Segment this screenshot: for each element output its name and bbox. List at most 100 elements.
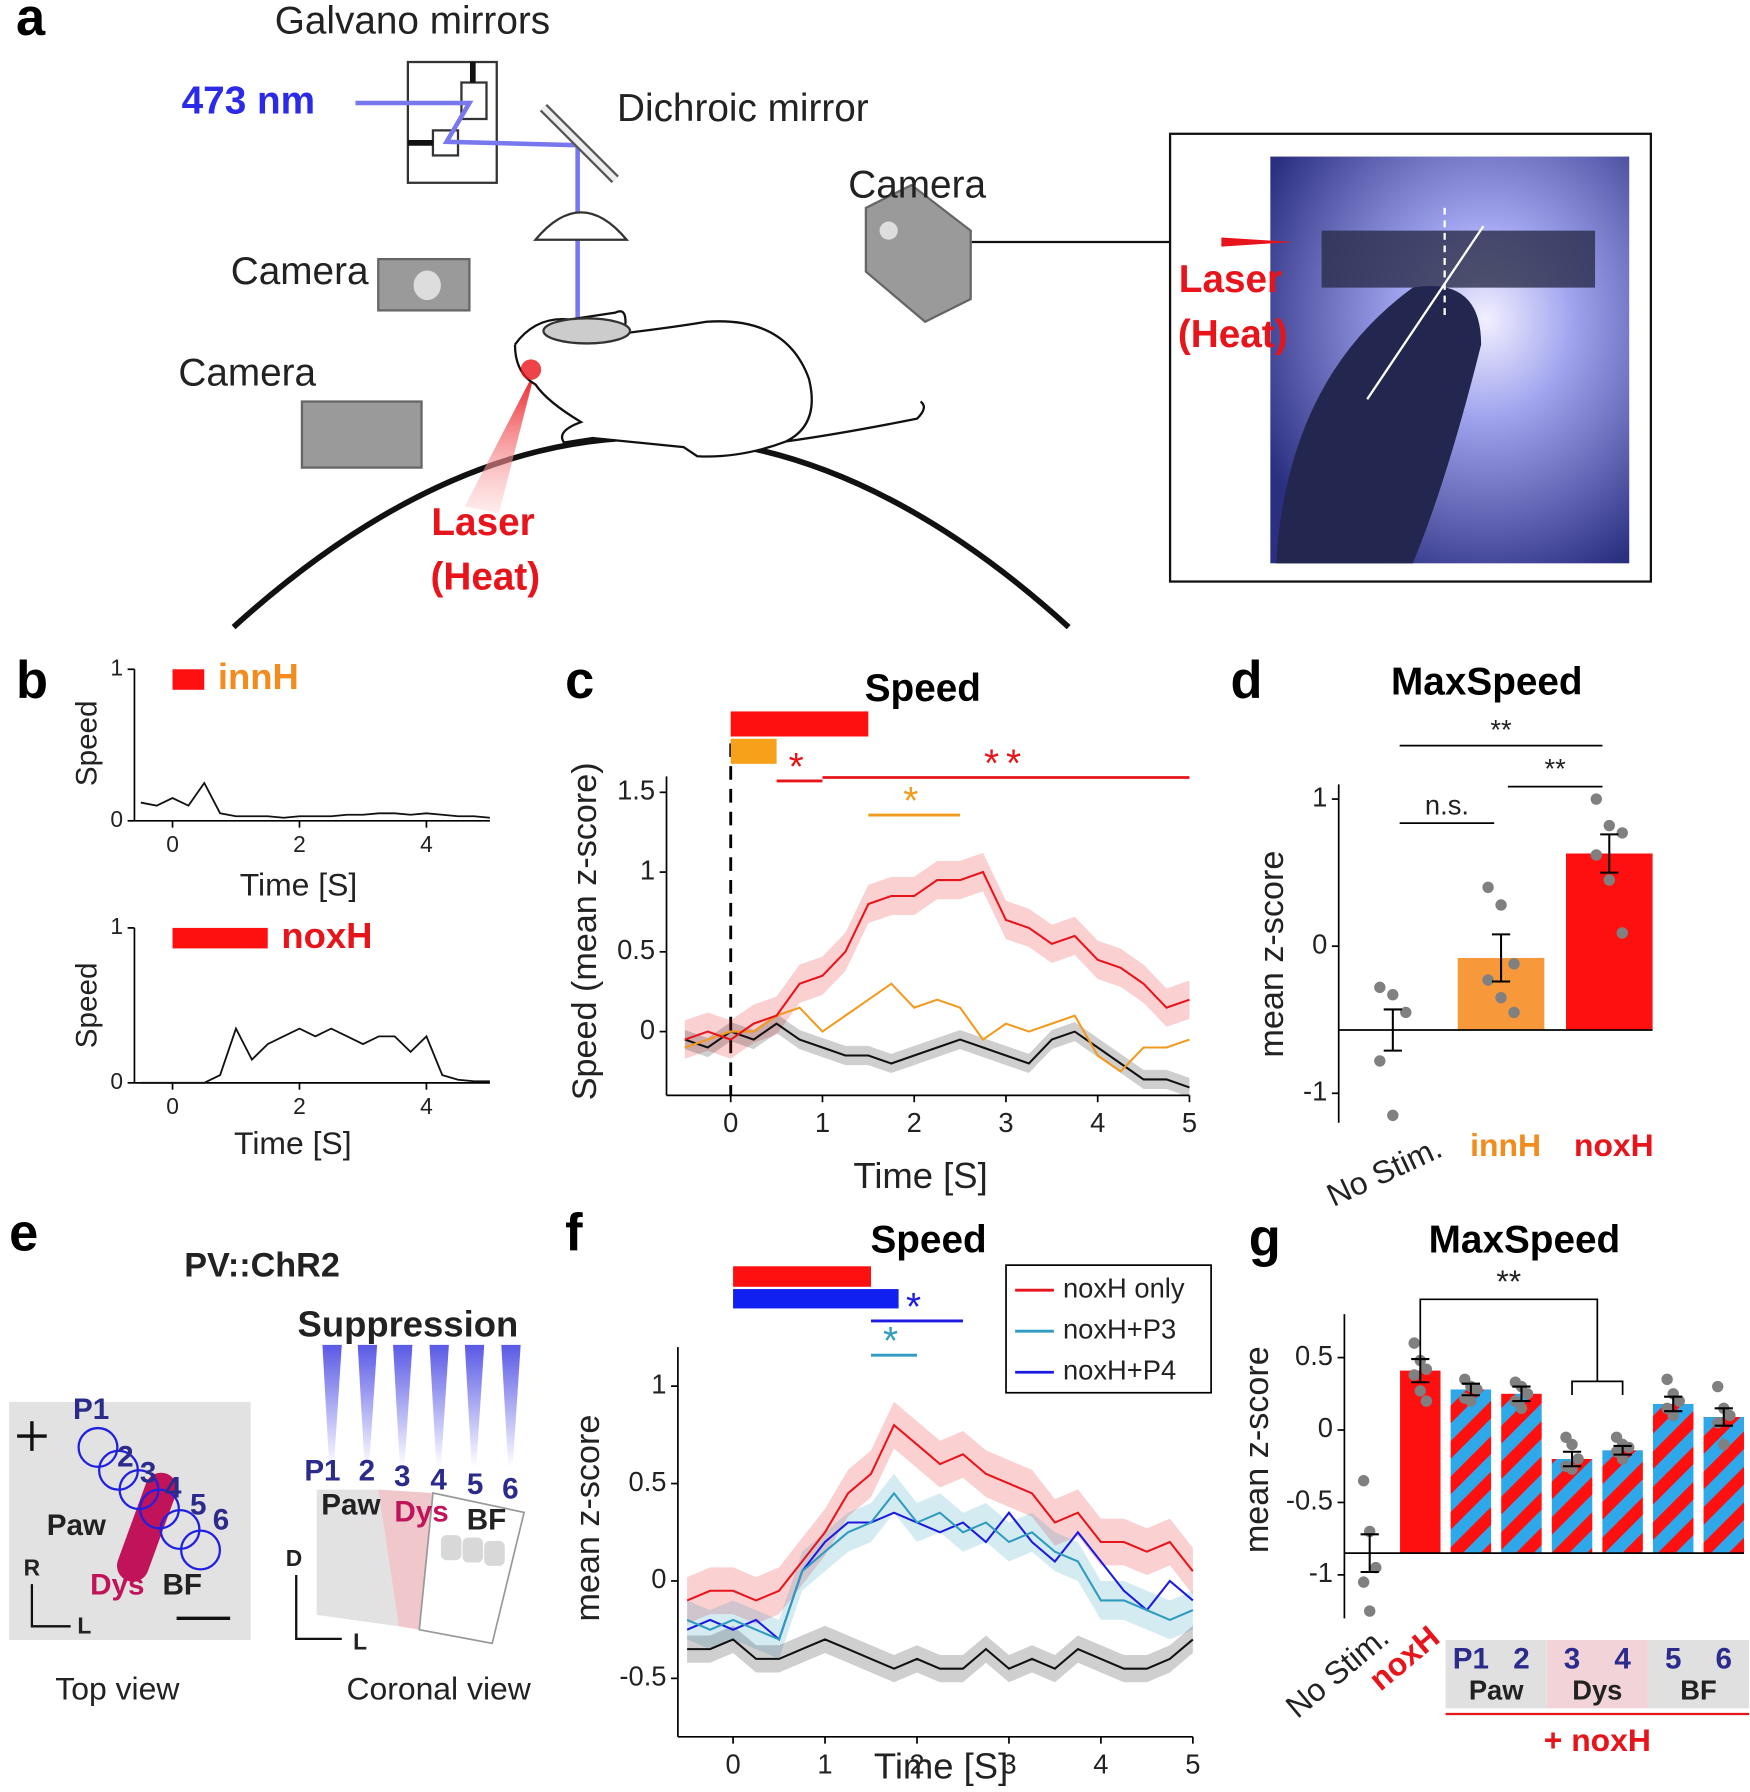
- y-tick-label: 0: [640, 1014, 655, 1045]
- data-point: [1363, 1605, 1376, 1617]
- series-line: [684, 870, 1190, 1041]
- stimulus-label: noxH: [281, 915, 372, 956]
- data-point: [1508, 958, 1520, 970]
- bar: [1501, 1393, 1542, 1554]
- series-line: [686, 1511, 1194, 1642]
- site-label: 4: [430, 1463, 447, 1496]
- y-tick-label: 0: [651, 1563, 666, 1594]
- chart-title: Speed: [870, 1219, 986, 1262]
- bar: [1400, 1370, 1441, 1554]
- site-label: 5: [190, 1489, 206, 1522]
- significance-label: **: [1545, 753, 1567, 784]
- bf-region: [418, 1491, 526, 1645]
- label: (Heat): [1178, 313, 1288, 356]
- dys-region: [378, 1489, 433, 1630]
- group-box: [1445, 1639, 1547, 1709]
- data-point: [1712, 1380, 1724, 1393]
- panel-label: c: [565, 652, 594, 710]
- photo-holder: [1321, 230, 1596, 288]
- x-tick-label: 0: [723, 1107, 738, 1138]
- stimulus-label: innH: [218, 656, 299, 697]
- series-line: [140, 781, 490, 819]
- data-point: [1673, 1395, 1685, 1407]
- data-point: [1414, 1385, 1426, 1397]
- dichroic-mirror: [541, 105, 618, 182]
- laser-cone: [464, 369, 536, 514]
- data-point: [1718, 1438, 1730, 1451]
- group-label: BF: [1680, 1675, 1716, 1706]
- axes-arrow: [295, 1575, 342, 1640]
- data-point: [1357, 1475, 1370, 1487]
- site-label: P1: [304, 1454, 340, 1487]
- region-label: Paw: [47, 1509, 107, 1542]
- site-label: 5: [467, 1468, 483, 1501]
- x-tick-label: 5: [1665, 1642, 1681, 1675]
- site-label: 6: [502, 1473, 518, 1506]
- bar: [1703, 1416, 1745, 1554]
- data-point: [1622, 1441, 1635, 1454]
- data-point: [1566, 1438, 1578, 1451]
- data-point: [1667, 1409, 1679, 1422]
- axis-letter: D: [286, 1545, 302, 1571]
- y-axis-label: Speed: [71, 963, 104, 1049]
- axis-letter: L: [77, 1612, 91, 1638]
- camera-lens: [879, 221, 898, 240]
- chart-title: MaxSpeed: [1391, 660, 1583, 703]
- x-tick-label: 1: [815, 1107, 830, 1138]
- setup-diagram: Galvano mirrors 473 nm Dichroic mirror C…: [178, 0, 1653, 630]
- chart-title: MaxSpeed: [1429, 1219, 1621, 1262]
- label: Laser: [431, 501, 534, 544]
- y-axis-label: Speed: [71, 701, 104, 787]
- y-axis-label: mean z-score: [569, 1415, 607, 1622]
- laser-beam: [355, 100, 580, 322]
- series-line: [687, 1638, 1194, 1670]
- x-axis-label: Time [S]: [874, 1745, 1008, 1786]
- significance-label: n.s.: [1425, 789, 1469, 820]
- light-beams: [322, 1344, 521, 1467]
- sites: [77, 1426, 222, 1571]
- x-tick-label: P1: [1453, 1642, 1489, 1675]
- bar: [1652, 1403, 1694, 1554]
- data-point: [1471, 1383, 1483, 1396]
- site-label: 2: [117, 1441, 133, 1474]
- data-point: [1420, 1395, 1433, 1407]
- site-label: P1: [73, 1393, 109, 1426]
- data-point: [1515, 1402, 1528, 1414]
- data-point: [1482, 974, 1494, 986]
- significance-label: *: [789, 746, 811, 789]
- x-tick-label: 2: [907, 1107, 922, 1138]
- x-tick-label: 0: [166, 831, 179, 857]
- data-point: [1387, 989, 1399, 1001]
- group-label: Paw: [1469, 1675, 1524, 1706]
- group-label: Dys: [1572, 1675, 1622, 1706]
- axes-arrow: [30, 1584, 71, 1628]
- label: Camera: [178, 352, 316, 395]
- data-point: [1603, 874, 1615, 886]
- x-tick-label: 4: [1090, 1107, 1105, 1138]
- stimulus-bar: [172, 927, 268, 949]
- label: Galvano mirrors: [275, 0, 550, 43]
- stimulation-diagram: PV::ChR2 Suppression P1 2 3 4 5 6 Paw Dy…: [9, 1246, 532, 1707]
- data-point: [1590, 849, 1603, 861]
- series-line: [140, 1026, 490, 1084]
- stimulus-bar: [730, 738, 777, 764]
- lens: [533, 211, 630, 241]
- x-tick-label: 4: [420, 1093, 433, 1119]
- series-line: [686, 1491, 1194, 1641]
- y-axis-label: mean z-score: [1253, 851, 1291, 1058]
- data-point: [1616, 827, 1628, 839]
- axis-letter: L: [353, 1628, 367, 1654]
- data-point: [1572, 1453, 1584, 1465]
- x-tick-label: innH: [1470, 1127, 1541, 1163]
- panel-label: g: [1249, 1210, 1281, 1268]
- y-tick-label: -1: [1303, 1076, 1327, 1107]
- photo-arrow: [1366, 225, 1485, 400]
- laser-pointer: [1221, 237, 1294, 247]
- label: Dichroic mirror: [617, 87, 869, 130]
- panel-label: b: [16, 652, 48, 710]
- stimulus-bar: [733, 1266, 872, 1287]
- y-tick-label: 0: [110, 1068, 123, 1094]
- camera: [864, 183, 972, 324]
- label: Suppression: [298, 1303, 519, 1344]
